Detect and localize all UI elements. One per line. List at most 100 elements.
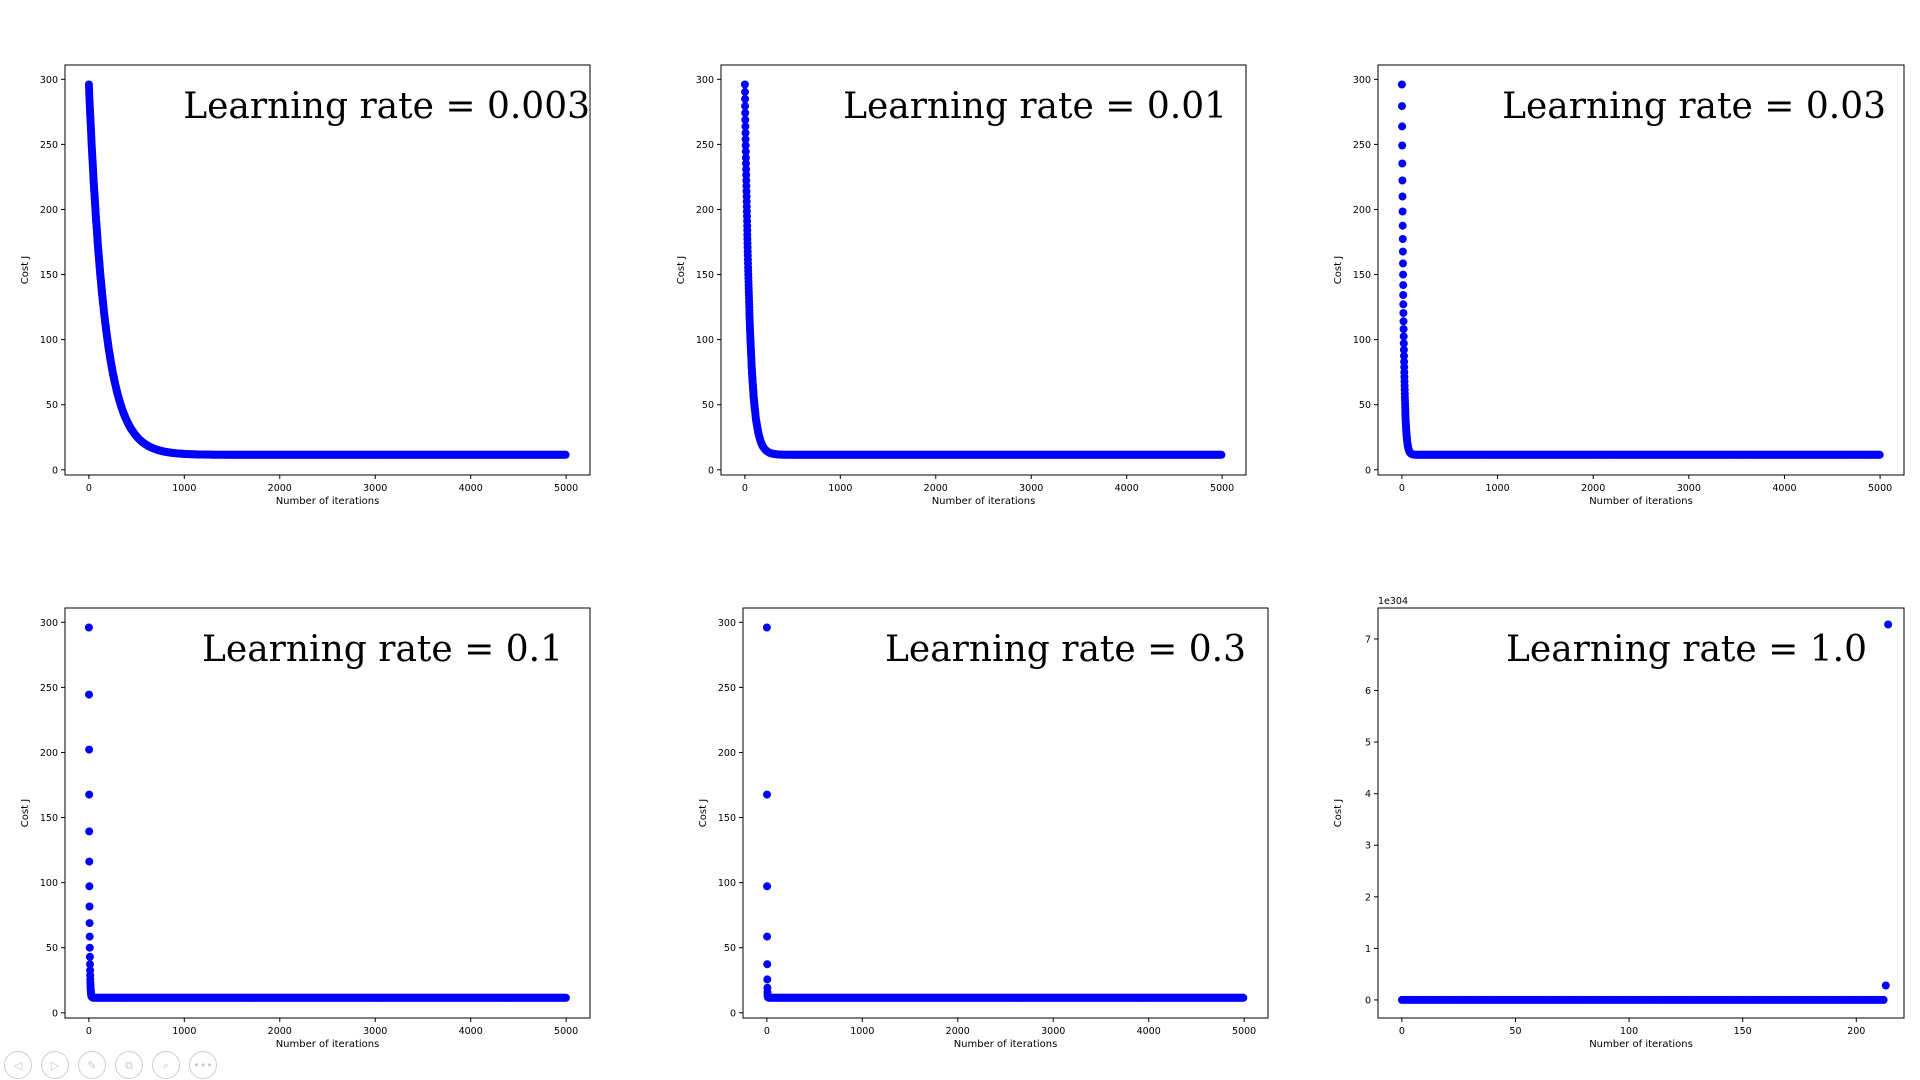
data-point [85, 943, 94, 952]
learning-rate-annotation: Learning rate = 0.003 [183, 86, 590, 127]
more-icon: ••• [193, 1058, 213, 1072]
x-tick-label: 0 [1399, 483, 1405, 494]
data-point [1398, 122, 1407, 131]
x-axis-label: Number of iterations [1589, 1039, 1693, 1050]
y-tick-label: 4 [1365, 789, 1371, 800]
data-point [741, 102, 750, 111]
y-tick-label: 0 [730, 1008, 736, 1019]
y-tick-label: 300 [718, 618, 736, 629]
y-tick-label: 6 [1365, 686, 1371, 697]
x-axis-label: Number of iterations [954, 1039, 1058, 1050]
y-tick-label: 7 [1365, 634, 1371, 645]
y-tick-label: 250 [40, 683, 58, 694]
data-point [561, 993, 570, 1002]
data-point [1398, 247, 1407, 256]
data-point [85, 690, 93, 699]
axes-frame [742, 607, 1269, 1019]
y-tick-label: 50 [46, 400, 58, 411]
x-tick-label: 5000 [1232, 1026, 1256, 1037]
y-tick-label: 200 [696, 205, 714, 216]
y-tick-label: 5 [1365, 738, 1371, 749]
data-point [1398, 207, 1407, 216]
y-tick-label: 250 [40, 140, 58, 151]
data-point [741, 109, 750, 117]
data-point [741, 122, 750, 131]
y-tick-label: 200 [1353, 205, 1371, 216]
x-axis-label: Number of iterations [1589, 496, 1693, 507]
x-tick-label: 1000 [1485, 483, 1509, 494]
x-tick-label: 2000 [1581, 483, 1605, 494]
chart-panel-6: 0 50 100 150 200 0 1 2 3 4 5 6 7 Number of iterations… [1333, 596, 1905, 1050]
y-tick-label: 250 [718, 683, 736, 694]
more-options-button[interactable]: ••• [189, 1051, 217, 1079]
x-tick-label: 3000 [1677, 483, 1701, 494]
data-point [741, 135, 750, 144]
y-tick-label: 50 [1359, 400, 1371, 411]
x-tick-label: 4000 [1137, 1026, 1161, 1037]
y-tick-label: 3 [1365, 841, 1371, 852]
next-slide-button[interactable]: ▷ [41, 1051, 69, 1079]
chart-panel-1: 0 1000 2000 3000 4000 5000 0 50 100 150 200 250 300 N… [20, 64, 591, 507]
x-tick-label: 4000 [459, 1026, 483, 1037]
data-point [1875, 450, 1884, 459]
x-tick-label: 5000 [1868, 483, 1892, 494]
x-axis-label: Number of iterations [276, 1039, 380, 1050]
pen-tool-button[interactable]: ✎ [78, 1051, 106, 1079]
data-point [1399, 259, 1407, 268]
y-offset-label: 1e304 [1378, 596, 1408, 607]
y-axis-label: Cost J [1333, 256, 1344, 284]
axes-frame [1377, 64, 1905, 476]
data-point [84, 623, 93, 632]
data-point [1399, 345, 1408, 354]
data-point [1399, 332, 1408, 341]
axes-frame [64, 64, 591, 476]
x-tick-label: 1000 [850, 1026, 874, 1037]
x-tick-label: 5000 [554, 483, 578, 494]
learning-rate-annotation: Learning rate = 1.0 [1506, 629, 1867, 670]
y-tick-label: 50 [46, 943, 58, 954]
y-tick-label: 0 [1365, 995, 1371, 1006]
x-tick-label: 0 [1399, 1026, 1405, 1037]
x-axis-label: Number of iterations [276, 496, 380, 507]
data-point [86, 960, 94, 969]
y-tick-label: 100 [1353, 335, 1371, 346]
x-tick-label: 2000 [268, 483, 292, 494]
data-point [763, 975, 772, 984]
chart-panel-3: 0 1000 2000 3000 4000 5000 0 50 100 150 200 250 300 N… [1333, 64, 1905, 507]
x-tick-label: 100 [1620, 1026, 1638, 1037]
y-tick-label: 300 [1353, 75, 1371, 86]
data-point [1398, 235, 1407, 243]
y-tick-label: 150 [696, 270, 714, 281]
data-point [1398, 159, 1407, 168]
y-tick-label: 200 [40, 748, 58, 759]
data-point [85, 902, 94, 911]
x-tick-label: 2000 [946, 1026, 970, 1037]
y-tick-label: 250 [696, 140, 714, 151]
data-point [1398, 221, 1407, 230]
data-point [85, 790, 94, 799]
learning-rate-annotation: Learning rate = 0.01 [843, 86, 1227, 127]
learning-rate-annotation: Learning rate = 0.03 [1502, 86, 1886, 127]
previous-slide-button[interactable]: ◁ [4, 1051, 32, 1079]
zoom-button[interactable]: ⌕ [152, 1051, 180, 1079]
data-point [1399, 325, 1408, 334]
data-point [741, 95, 750, 103]
x-tick-label: 5000 [1210, 483, 1234, 494]
magnifier-icon: ⌕ [162, 1058, 170, 1072]
data-point [741, 153, 750, 162]
data-point [85, 827, 94, 836]
axes-frame [720, 64, 1247, 476]
data-point [1398, 102, 1406, 111]
data-point [741, 128, 750, 137]
data-point [1398, 141, 1407, 150]
y-tick-label: 0 [52, 1008, 58, 1019]
y-tick-label: 300 [40, 618, 58, 629]
slides-overview-button[interactable]: ⧉ [115, 1051, 143, 1079]
y-tick-label: 300 [40, 75, 58, 86]
x-tick-label: 50 [1509, 1026, 1521, 1037]
data-point [1398, 192, 1407, 201]
x-tick-label: 1000 [172, 1026, 196, 1037]
x-tick-label: 1000 [172, 483, 196, 494]
data-point [1399, 270, 1408, 279]
x-tick-label: 2000 [924, 483, 948, 494]
